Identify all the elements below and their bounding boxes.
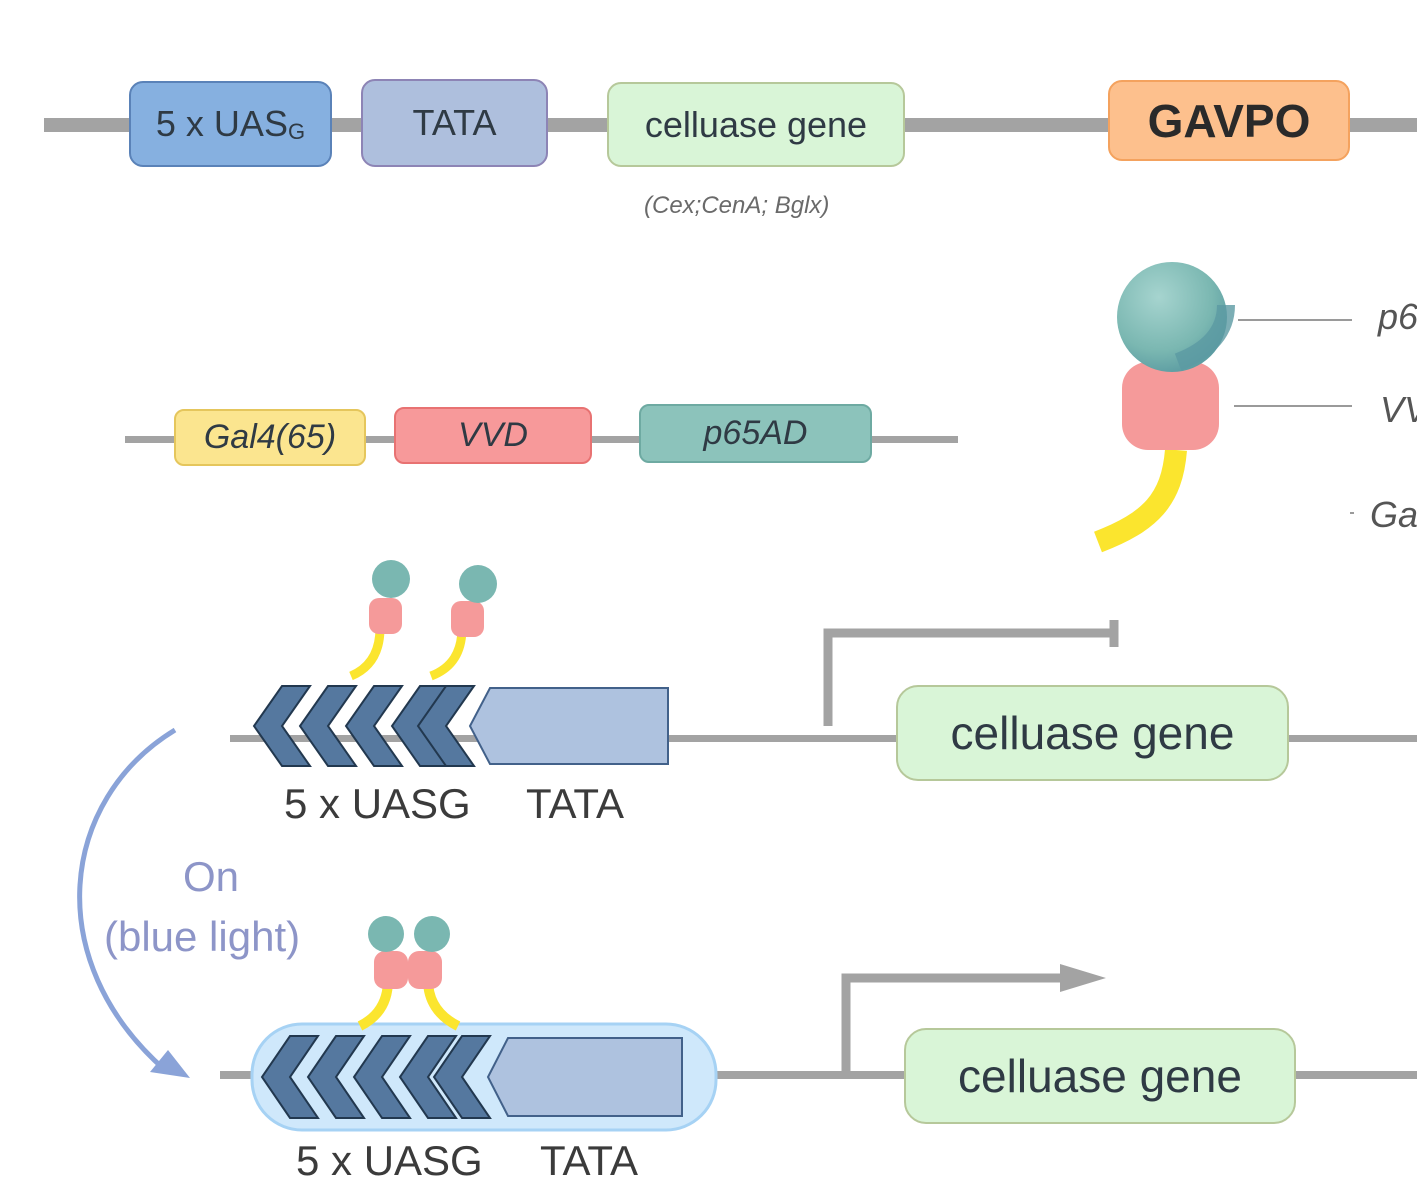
uas-label: 5 x UAS <box>155 103 288 144</box>
off-tata-label: TATA <box>526 780 624 827</box>
p65ad-label: p65AD <box>703 414 808 452</box>
legend-gal4-label: Ga <box>1370 494 1417 535</box>
blue-light-label: (blue light) <box>104 913 301 960</box>
on-label: On <box>183 853 240 900</box>
off-gene-label: celluase gene <box>950 707 1235 759</box>
on-gavpo-dimer <box>357 916 461 1031</box>
dna-line-on <box>220 1071 1417 1079</box>
off-gavpo-monomer-1 <box>349 560 410 681</box>
legend-vvd-label: VV <box>1380 389 1417 430</box>
off-blocked-transcription-arrow <box>823 628 1112 726</box>
on-tata-shape <box>486 1037 683 1117</box>
gal4-tail-shape <box>1093 448 1187 553</box>
gal4-block: Gal4(65) <box>174 409 366 466</box>
gavpo-label: GAVPO <box>1147 94 1311 147</box>
gene-note: (Cex;CenA; Bglx) <box>644 192 830 219</box>
off-uasg-label: 5 x UASG <box>284 780 471 827</box>
on-tata-label: TATA <box>540 1137 638 1184</box>
uas-subscript: G <box>287 119 306 144</box>
vvd-domain-shape <box>1122 362 1219 450</box>
off-uasg-chevrons <box>252 685 476 767</box>
vvd-label: VVD <box>458 416 528 454</box>
uas-g-block: 5 x UAS G <box>129 81 332 167</box>
on-celluase-gene-block: celluase gene <box>904 1028 1296 1124</box>
off-gavpo-monomer-2 <box>429 565 497 681</box>
tata-block: TATA <box>361 79 548 167</box>
p65ad-block: p65AD <box>639 404 872 463</box>
on-uasg-chevrons <box>260 1035 492 1119</box>
dna-line-off <box>230 735 1417 742</box>
on-uasg-label: 5 x UASG <box>296 1137 483 1184</box>
gavpo-block: GAVPO <box>1108 80 1350 161</box>
off-celluase-gene-block: celluase gene <box>896 685 1289 781</box>
vvd-block: VVD <box>394 407 592 464</box>
off-tata-shape <box>468 687 669 765</box>
tata-label: TATA <box>412 102 497 143</box>
on-gene-label: celluase gene <box>958 1050 1242 1102</box>
gal4-label: Gal4(65) <box>203 418 337 456</box>
gene-label: celluase gene <box>644 103 868 145</box>
legend-p65-label: p6 <box>1378 296 1417 337</box>
on-transcription-arrow <box>841 973 1064 1072</box>
celluase-gene-block: celluase gene <box>607 82 905 167</box>
